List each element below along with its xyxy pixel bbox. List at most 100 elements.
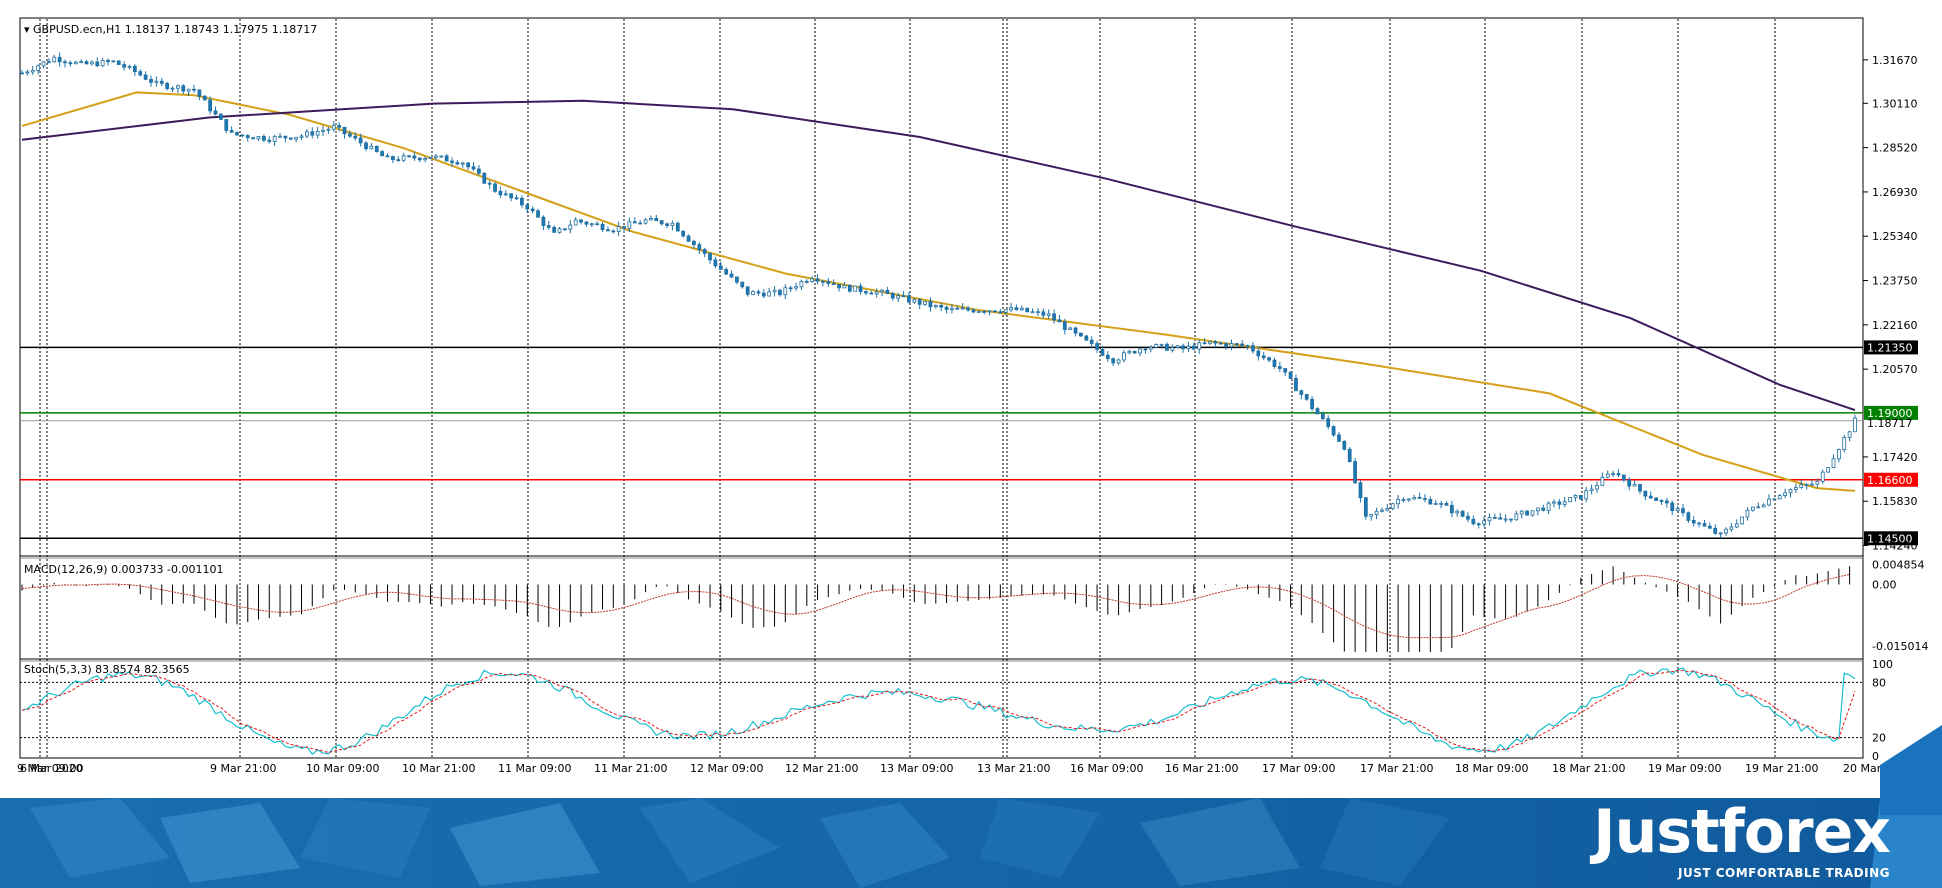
candle-body bbox=[1283, 368, 1288, 373]
candle-body bbox=[460, 162, 465, 165]
candle-body bbox=[589, 223, 594, 226]
candle-body bbox=[1396, 499, 1400, 505]
candle-body bbox=[1208, 341, 1212, 344]
candle-body bbox=[1267, 357, 1271, 361]
candle-body bbox=[718, 265, 723, 270]
candle-body bbox=[697, 244, 702, 250]
candle-body bbox=[1052, 313, 1056, 321]
candles bbox=[20, 52, 1857, 539]
candle-body bbox=[654, 218, 659, 222]
candle-body bbox=[1331, 426, 1336, 436]
time-label: 11 Mar 21:00 bbox=[594, 762, 667, 775]
time-label: 19 Mar 09:00 bbox=[1648, 762, 1721, 775]
candle-body bbox=[471, 166, 476, 170]
candle-body bbox=[557, 228, 562, 233]
candle-body bbox=[401, 155, 406, 161]
candle-body bbox=[1068, 327, 1073, 330]
candle-body bbox=[1535, 507, 1540, 512]
candle-body bbox=[1030, 311, 1035, 314]
candle-body bbox=[670, 222, 675, 226]
candle-body bbox=[1471, 518, 1476, 525]
level-label: 1.21350 bbox=[1867, 341, 1913, 354]
candle-body bbox=[869, 292, 874, 295]
candle-body bbox=[681, 230, 686, 237]
candle-body bbox=[84, 61, 89, 65]
candle-body bbox=[1224, 343, 1228, 348]
vertical-grid bbox=[39, 19, 1776, 757]
candle-body bbox=[159, 80, 164, 84]
candle-body bbox=[1175, 345, 1180, 348]
candle-body bbox=[960, 307, 965, 310]
candle-body bbox=[530, 208, 535, 212]
candle-body bbox=[632, 221, 637, 224]
candle-body bbox=[982, 310, 987, 313]
candle-body bbox=[1073, 327, 1078, 334]
candle-body bbox=[649, 218, 653, 221]
brand-name: Justforex bbox=[1593, 797, 1891, 867]
candle-body bbox=[1218, 342, 1223, 345]
candle-body bbox=[1444, 502, 1449, 506]
candle-body bbox=[267, 139, 272, 142]
candle-body bbox=[853, 285, 858, 292]
candle-body bbox=[842, 284, 847, 289]
candle-body bbox=[154, 80, 159, 83]
price-tick-label: 1.20570 bbox=[1872, 363, 1918, 376]
candle-body bbox=[122, 64, 127, 68]
candle-body bbox=[1836, 449, 1841, 460]
candle-body bbox=[1234, 343, 1239, 345]
time-label: 18 Mar 21:00 bbox=[1552, 762, 1625, 775]
candle-body bbox=[976, 310, 981, 313]
candle-body bbox=[288, 137, 293, 140]
candle-body bbox=[1105, 354, 1110, 360]
candle-body bbox=[498, 190, 503, 196]
candle-body bbox=[213, 110, 218, 115]
level-tag bbox=[1864, 472, 1918, 487]
candle-body bbox=[1111, 358, 1116, 364]
candle-body bbox=[1041, 311, 1046, 316]
candle-body bbox=[79, 61, 84, 64]
stoch-tick-label: 80 bbox=[1872, 676, 1886, 689]
candle-body bbox=[1820, 471, 1825, 482]
candle-body bbox=[880, 289, 884, 293]
candle-body bbox=[428, 157, 433, 159]
candle-body bbox=[374, 145, 379, 152]
candle-body bbox=[939, 305, 944, 308]
candle-body bbox=[20, 72, 24, 75]
candle-body bbox=[950, 307, 954, 310]
price-tick-label: 1.30110 bbox=[1872, 97, 1918, 110]
candle-body bbox=[1659, 500, 1664, 502]
candle-body bbox=[520, 197, 524, 206]
candle-body bbox=[1724, 528, 1728, 534]
candle-body bbox=[1428, 499, 1433, 505]
candle-body bbox=[1251, 345, 1255, 352]
time-label: 16 Mar 21:00 bbox=[1165, 762, 1238, 775]
candle-body bbox=[127, 65, 132, 68]
candle-body bbox=[912, 299, 917, 303]
stoch-tick-label: 20 bbox=[1872, 732, 1886, 745]
candle-body bbox=[143, 74, 148, 80]
candle-body bbox=[321, 129, 325, 132]
candle-body bbox=[444, 155, 449, 162]
candle-body bbox=[256, 136, 261, 140]
candle-body bbox=[503, 193, 508, 196]
candle-body bbox=[917, 299, 922, 305]
candle-body bbox=[847, 284, 852, 292]
candle-body bbox=[1826, 467, 1831, 473]
candle-body bbox=[36, 65, 41, 71]
candle-body bbox=[331, 125, 336, 130]
candle-body bbox=[890, 293, 895, 299]
candle-body bbox=[1186, 345, 1191, 350]
candle-body bbox=[358, 137, 363, 144]
candle-body bbox=[740, 281, 745, 288]
candle-body bbox=[380, 151, 385, 157]
candle-body bbox=[1605, 473, 1610, 478]
candle-body bbox=[563, 228, 567, 231]
candle-body bbox=[1003, 309, 1008, 313]
candle-body bbox=[1320, 413, 1325, 420]
candle-body bbox=[702, 249, 707, 254]
dropdown-arrow-icon: ▾ bbox=[24, 23, 30, 36]
moving-averages bbox=[21, 91, 1856, 492]
candle-body bbox=[955, 307, 960, 310]
macd-tick-label: 0.004854 bbox=[1872, 559, 1925, 572]
candle-body bbox=[477, 168, 481, 174]
